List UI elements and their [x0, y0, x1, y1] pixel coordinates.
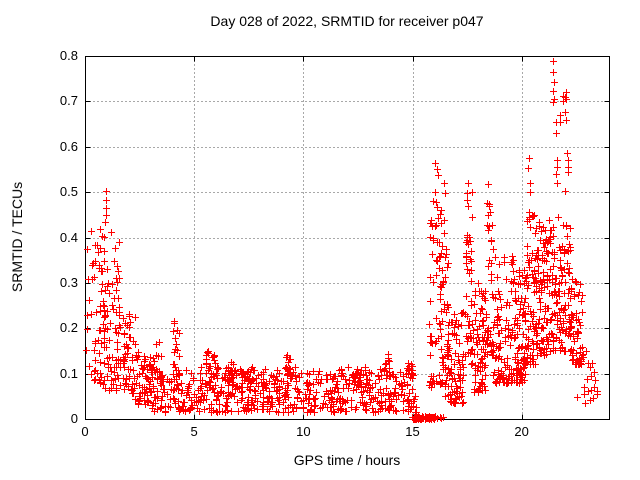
- y-axis-label: SRMTID / TECUs: [9, 181, 25, 293]
- y-tick-label: 0.6: [59, 138, 78, 154]
- y-tick-label: 0: [70, 411, 78, 426]
- x-tick-label: 20: [514, 424, 529, 439]
- x-tick-label: 5: [190, 424, 198, 439]
- y-tick-label: 0.3: [59, 274, 78, 290]
- chart-title: Day 028 of 2022, SRMTID for receiver p04…: [210, 13, 484, 29]
- x-tick-label: 15: [405, 424, 420, 439]
- y-tick-label: 0.4: [59, 229, 78, 245]
- x-tick-label: 10: [296, 424, 311, 439]
- x-axis-label: GPS time / hours: [293, 452, 401, 468]
- y-tick-label: 0.5: [59, 184, 78, 200]
- y-tick-label: 0.7: [59, 93, 78, 109]
- y-tick-label: 0.8: [59, 48, 78, 63]
- y-tick-label: 0.1: [59, 365, 78, 381]
- y-tick-label: 0.2: [59, 320, 78, 336]
- x-tick-label: 0: [81, 424, 89, 439]
